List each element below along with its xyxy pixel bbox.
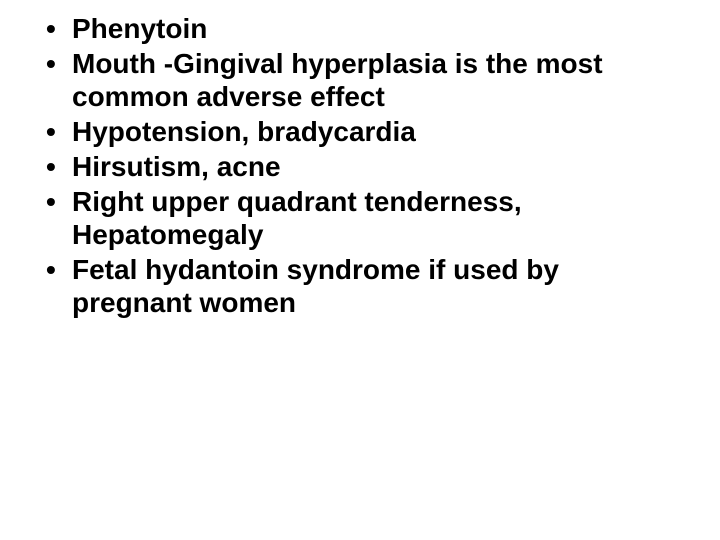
list-item: Right upper quadrant tenderness, Hepatom…	[72, 185, 680, 251]
list-item: Fetal hydantoin syndrome if used by preg…	[72, 253, 680, 319]
list-item: Hypotension, bradycardia	[72, 115, 680, 148]
list-item: Hirsutism, acne	[72, 150, 680, 183]
list-item: Phenytoin	[72, 12, 680, 45]
list-item: Mouth -Gingival hyperplasia is the most …	[72, 47, 680, 113]
bullet-list: Phenytoin Mouth -Gingival hyperplasia is…	[72, 12, 680, 319]
slide: Phenytoin Mouth -Gingival hyperplasia is…	[0, 0, 720, 540]
